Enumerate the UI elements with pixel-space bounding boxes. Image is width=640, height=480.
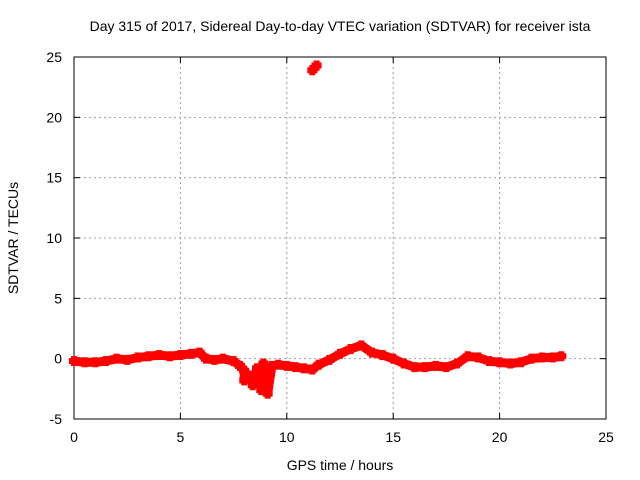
- y-axis-label: SDTVAR / TECUs: [5, 182, 21, 294]
- x-tick-label: 20: [492, 429, 508, 445]
- x-tick-label: 25: [598, 429, 614, 445]
- x-axis-label: GPS time / hours: [287, 457, 394, 473]
- y-tick-label: 15: [46, 170, 62, 186]
- x-tick-label: 10: [279, 429, 295, 445]
- y-tick-label: 0: [54, 351, 62, 367]
- x-tick-label: 15: [385, 429, 401, 445]
- data-point: [311, 60, 322, 71]
- y-tick-label: 10: [46, 230, 62, 246]
- axis-ticks: 0 5 10 15 20 25 -5 0 5 10 15 20 25: [46, 49, 614, 445]
- y-tick-label: -5: [50, 411, 63, 427]
- x-tick-label: 5: [177, 429, 185, 445]
- y-tick-label: 25: [46, 49, 62, 65]
- y-tick-label: 5: [54, 290, 62, 306]
- data-trace: [69, 340, 566, 399]
- chart-title: Day 315 of 2017, Sidereal Day-to-day VTE…: [90, 18, 591, 34]
- y-tick-label: 20: [46, 109, 62, 125]
- x-tick-label: 0: [70, 429, 78, 445]
- data-points: [69, 60, 567, 399]
